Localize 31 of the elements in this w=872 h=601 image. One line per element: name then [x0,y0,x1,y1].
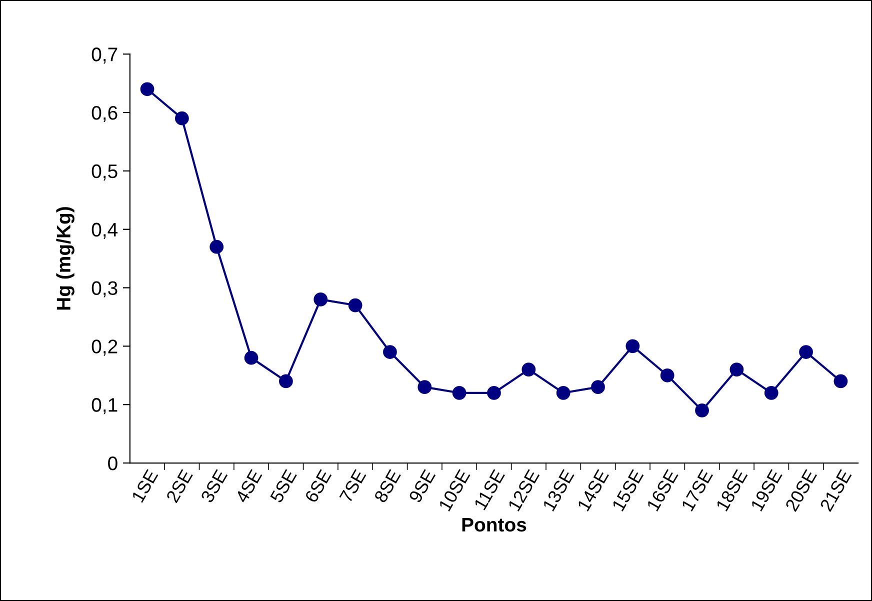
y-tick-label: 0,2 [92,340,118,356]
point [626,339,640,354]
point [452,386,466,400]
y-tick-label: 0,7 [92,48,118,64]
point [556,386,570,400]
point [279,374,293,388]
point [730,362,744,376]
y-tick-label: 0 [108,456,118,470]
point [383,345,397,359]
y-tick-label: 0,4 [92,222,118,239]
point [348,298,362,312]
point [314,292,328,306]
point [210,240,224,254]
point [174,111,189,126]
point [591,380,605,394]
point [487,386,501,400]
point [834,374,848,388]
y-tick-label: 0,3 [92,281,118,298]
point [695,403,709,418]
point [418,380,432,394]
point [522,362,536,376]
x-axis-title: Pontos [462,518,526,532]
y-tick-label: 0,1 [92,398,118,414]
y-tick-label: 0,6 [92,106,118,122]
point [799,345,813,359]
point [660,368,674,382]
point [764,386,778,400]
point [244,350,258,365]
y-tick-label: 0,5 [92,164,118,180]
point [140,82,154,96]
y-axis-title: Hg (mg/Kg) [56,207,74,310]
